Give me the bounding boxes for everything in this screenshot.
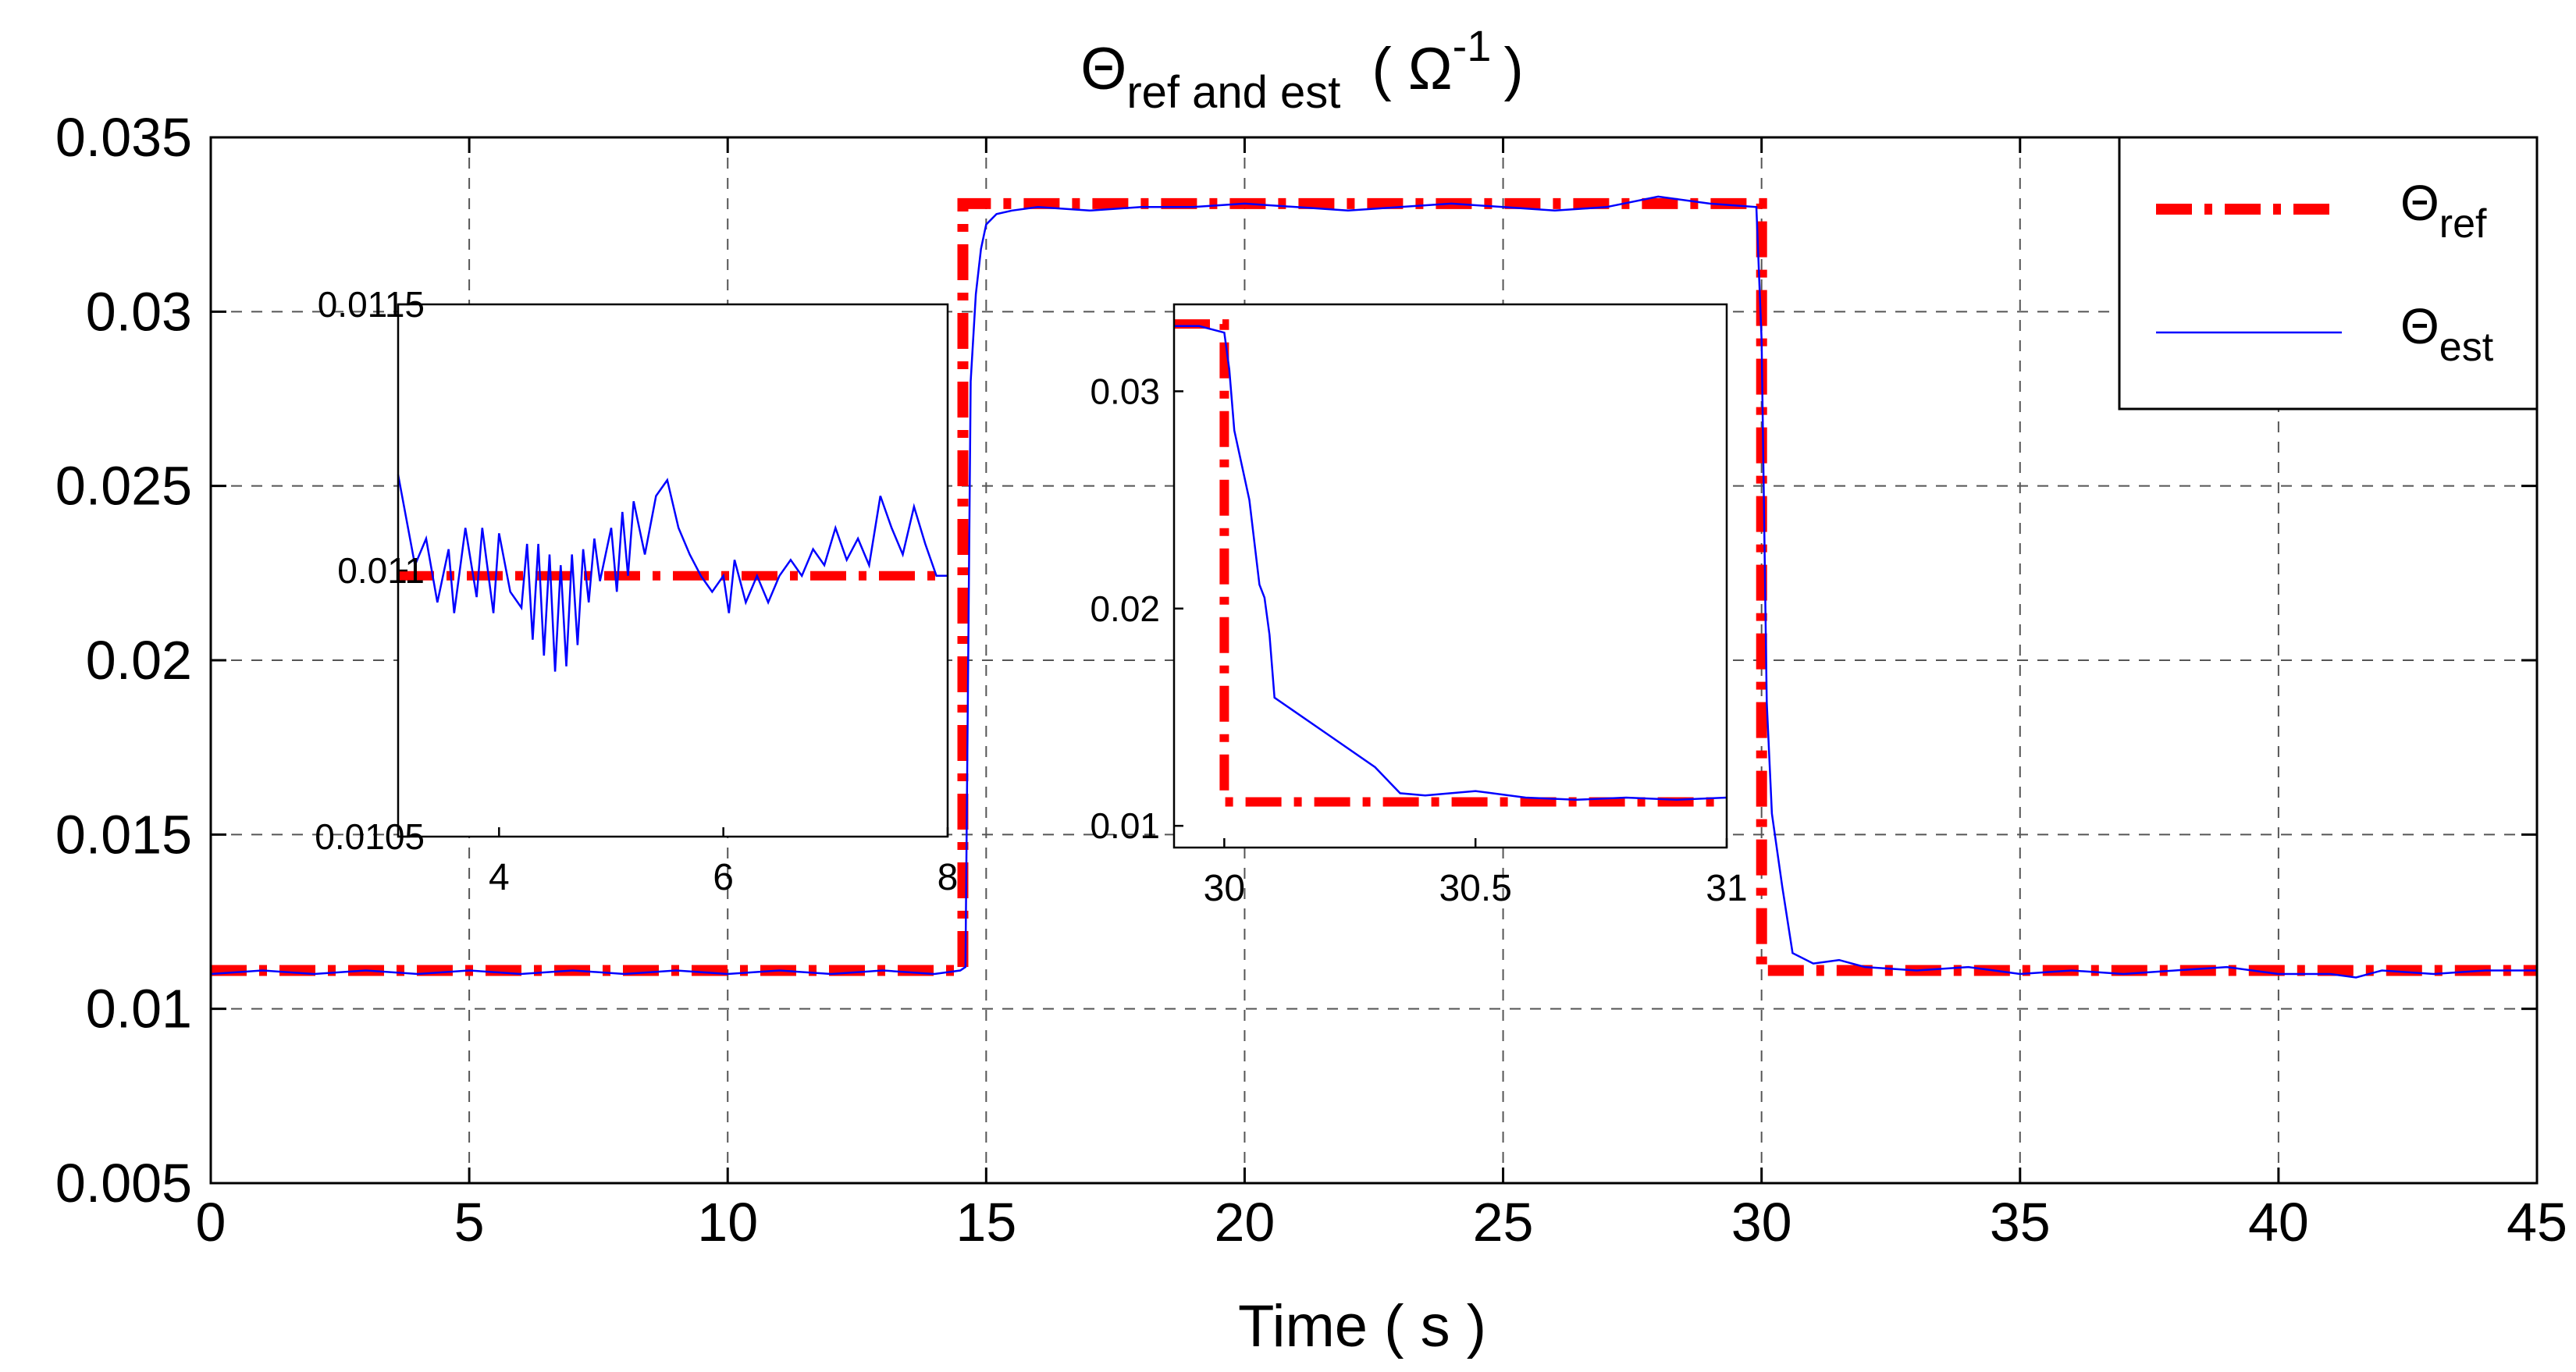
x-tick-label: 30 bbox=[1731, 1192, 1792, 1253]
legend-ref-subscript: ref bbox=[2439, 201, 2487, 247]
x-tick-label: 10 bbox=[697, 1192, 758, 1253]
legend-est-symbol: Θ bbox=[2400, 298, 2439, 354]
chart-title: Θref and est ( Ω-1) bbox=[1080, 21, 1524, 118]
legend-ref-label: Θref bbox=[2400, 175, 2487, 247]
legend-est-label: Θest bbox=[2400, 298, 2494, 370]
main-series-est bbox=[210, 195, 2537, 979]
inset-left-frame bbox=[397, 303, 949, 838]
inset-right: 30 30.5 31 0.01 0.02 0.03 bbox=[1090, 303, 1748, 909]
y-tick-label: 0.035 bbox=[55, 107, 192, 168]
main-axes-frame bbox=[209, 136, 2539, 1185]
legend: Θref Θest bbox=[2118, 136, 2539, 411]
main-series-ref bbox=[211, 197, 2537, 976]
inset-right-series bbox=[1174, 319, 1727, 807]
legend-ref-symbol: Θ bbox=[2400, 175, 2439, 231]
x-tick-label: 45 bbox=[2507, 1192, 2567, 1253]
inset-left-x-tick-label: 8 bbox=[938, 857, 959, 898]
title-unit-close: ) bbox=[1503, 36, 1523, 102]
inset-right-background bbox=[1174, 304, 1727, 848]
inset-left-x-tick-label: 6 bbox=[713, 857, 734, 898]
x-tick-label: 35 bbox=[1990, 1192, 2051, 1253]
y-tick-label: 0.015 bbox=[55, 804, 192, 865]
inset-right-series-est bbox=[1174, 325, 1727, 802]
inset-left-y-tick-label: 0.011 bbox=[337, 550, 425, 591]
x-tick-label: 40 bbox=[2248, 1192, 2309, 1253]
title-unit-open: ( Ω bbox=[1372, 36, 1452, 102]
title-symbol: Θ bbox=[1080, 36, 1126, 102]
x-tick-label: 15 bbox=[955, 1192, 1016, 1253]
x-tick-label: 25 bbox=[1473, 1192, 1534, 1253]
main-tick-labels: 0 5 10 15 20 25 30 35 40 45 0.005 0.01 0.015 0.02 0.02… bbox=[55, 107, 2567, 1253]
legend-box bbox=[2118, 136, 2539, 411]
inset-right-y-tick-label: 0.03 bbox=[1090, 371, 1160, 411]
x-tick-label: 0 bbox=[196, 1192, 226, 1253]
y-tick-label: 0.005 bbox=[55, 1153, 192, 1214]
inset-right-y-tick-label: 0.01 bbox=[1090, 805, 1160, 846]
y-tick-label: 0.03 bbox=[86, 281, 192, 342]
y-tick-label: 0.02 bbox=[86, 630, 192, 691]
y-tick-label: 0.01 bbox=[86, 979, 192, 1040]
inset-left-background bbox=[398, 304, 948, 837]
inset-right-x-tick-label: 30 bbox=[1204, 868, 1245, 909]
title-subscript: ref and est bbox=[1126, 67, 1340, 118]
inset-right-series-ref bbox=[1174, 319, 1727, 807]
inset-right-y-tick-label: 0.02 bbox=[1090, 588, 1160, 629]
title-unit-sup: -1 bbox=[1453, 21, 1492, 70]
inset-right-frame bbox=[1172, 303, 1728, 849]
y-tick-label: 0.025 bbox=[55, 456, 192, 517]
inset-left-series-est bbox=[397, 474, 948, 672]
inset-left-x-tick-label: 4 bbox=[489, 857, 510, 898]
inset-right-x-tick-label: 31 bbox=[1706, 868, 1747, 909]
x-tick-label: 20 bbox=[1215, 1192, 1276, 1253]
inset-left-series bbox=[397, 474, 948, 672]
main-series bbox=[210, 195, 2537, 979]
inset-right-x-tick-label: 30.5 bbox=[1439, 868, 1511, 909]
x-axis-label: Time ( s ) bbox=[1238, 1293, 1486, 1360]
x-tick-label: 5 bbox=[454, 1192, 485, 1253]
legend-est-subscript: est bbox=[2439, 325, 2494, 370]
